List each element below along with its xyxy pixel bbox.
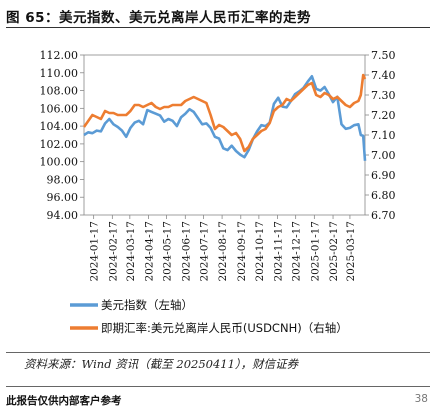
left-axis-tick-label: 110.00 — [40, 67, 79, 80]
x-axis-tick-label: 2025-03-17 — [345, 221, 357, 282]
legend-label-usd-index: 美元指数（左轴） — [101, 298, 193, 312]
chart-legend: 美元指数（左轴） 即期汇率:美元兑离岸人民币(USDCNH)（右轴） — [70, 298, 348, 335]
x-axis-tick-label: 2024-08-17 — [217, 221, 229, 282]
footer-divider — [6, 386, 430, 387]
x-axis-tick-label: 2024-03-17 — [125, 221, 137, 282]
x-axis-tick-label: 2024-06-17 — [180, 221, 192, 282]
title-divider — [6, 27, 430, 28]
x-axis-tick-label: 2024-05-17 — [162, 221, 174, 282]
left-axis-tick-label: 104.00 — [40, 120, 79, 133]
x-axis-tick-label: 2024-01-17 — [89, 221, 101, 282]
right-axis-tick-label: 7.00 — [371, 149, 396, 162]
right-axis-tick-label: 6.70 — [371, 209, 396, 222]
x-axis-tick-label: 2024-07-17 — [198, 221, 210, 282]
right-axis-tick-label: 7.40 — [371, 69, 396, 82]
chart-title: 图 65：美元指数、美元兑离岸人民币汇率的走势 — [6, 10, 311, 26]
x-axis-tick-label: 2024-09-17 — [236, 221, 248, 282]
series-line-usdcnh — [82, 73, 367, 153]
right-axis-tick-label: 7.20 — [371, 109, 396, 122]
left-axis: 94.00 96.00 98.00 100.00 102.00 104.00 106.00 1… — [40, 49, 84, 222]
left-axis-tick-label: 94.00 — [47, 209, 79, 222]
x-axis-tick-label: 2024-12-17 — [291, 221, 303, 282]
right-axis-tick-label: 7.30 — [371, 89, 396, 102]
page-number: 38 — [414, 393, 428, 405]
x-axis-tick-label: 2024-02-17 — [107, 221, 119, 282]
x-axis-tick-label: 2024-04-17 — [144, 221, 156, 282]
left-axis-tick-label: 112.00 — [40, 49, 79, 62]
footer-disclaimer: 此报告仅供内部客户参考 — [6, 395, 122, 407]
right-axis-tick-label: 6.90 — [371, 169, 396, 182]
right-axis-tick-label: 6.80 — [371, 189, 396, 202]
left-axis-tick-label: 100.00 — [40, 156, 79, 169]
left-axis-tick-label: 108.00 — [40, 85, 79, 98]
legend-label-usdcnh: 即期汇率:美元兑离岸人民币(USDCNH)（右轴） — [101, 321, 348, 335]
right-axis: 6.70 6.80 6.90 7.00 7.10 7.20 7.30 7.40 7.50 — [365, 49, 396, 222]
source-divider — [6, 352, 430, 353]
line-chart: 94.00 96.00 98.00 100.00 102.00 104.00 106.00 1… — [40, 49, 396, 335]
left-axis-tick-label: 106.00 — [40, 102, 79, 115]
left-axis-tick-label: 102.00 — [40, 138, 79, 151]
right-axis-tick-label: 7.10 — [371, 129, 396, 142]
source-note: 资料来源：Wind 资讯（截至 20250411），财信证券 — [24, 357, 299, 371]
x-axis-tick-label: 2024-10-17 — [254, 221, 266, 282]
series-line-usd-index — [83, 75, 367, 161]
left-axis-tick-label: 98.00 — [47, 173, 79, 186]
x-axis-tick-label: 2025-02-17 — [328, 221, 340, 282]
x-axis: 2024-01-17 2024-02-17 2024-03-17 2024-04-17… — [89, 215, 357, 282]
left-axis-tick-label: 96.00 — [47, 191, 79, 204]
right-axis-tick-label: 7.50 — [371, 49, 396, 62]
x-axis-tick-label: 2025-01-17 — [309, 221, 321, 282]
x-axis-tick-label: 2024-11-17 — [273, 221, 285, 282]
